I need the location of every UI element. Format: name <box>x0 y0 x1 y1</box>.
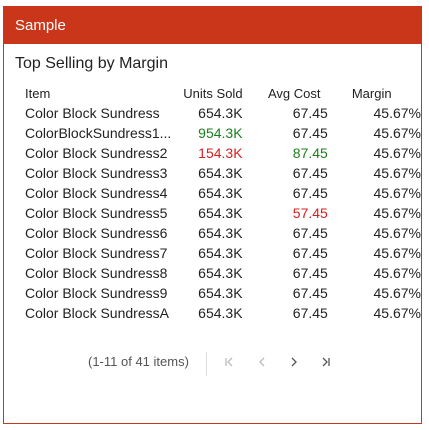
cell-item: Color Block Sundress2 <box>25 145 168 161</box>
table-row[interactable]: Color Block Sundress8 654.3K 67.45 45.67… <box>23 263 421 283</box>
grid-title: Top Selling by Margin <box>15 55 168 72</box>
cell-item: Color Block Sundress6 <box>25 225 168 241</box>
cell-item: Color Block Sundress3 <box>25 165 168 181</box>
card-header-title: Sample <box>15 17 66 34</box>
last-page-icon[interactable] <box>317 354 335 372</box>
pager-divider <box>206 352 207 376</box>
cell-margin: 45.67% <box>373 305 421 321</box>
cell-margin: 45.67% <box>373 105 421 121</box>
cell-item: Color Block Sundress4 <box>25 185 168 201</box>
cell-units-sold: 654.3K <box>198 165 243 181</box>
cell-avg-cost: 67.45 <box>292 245 328 261</box>
table-row[interactable]: Color Block SundressA 654.3K 67.45 45.67… <box>23 303 421 323</box>
cell-units-sold: 654.3K <box>198 265 243 281</box>
cell-margin: 45.67% <box>373 125 421 141</box>
table-row[interactable]: Color Block Sundress4 654.3K 67.45 45.67… <box>23 183 421 203</box>
data-table: Item Units Sold Avg Cost Margin Color Bl… <box>23 83 421 323</box>
cell-units-sold: 954.3K <box>198 125 243 141</box>
cell-units-sold: 654.3K <box>198 185 243 201</box>
cell-item: Color Block Sundress8 <box>25 265 168 281</box>
column-header-margin[interactable]: Margin <box>351 85 392 101</box>
cell-margin: 45.67% <box>373 245 421 261</box>
cell-units-sold: 654.3K <box>198 205 243 221</box>
cell-margin: 45.67% <box>373 145 421 161</box>
cell-units-sold: 654.3K <box>198 225 243 241</box>
cell-margin: 45.67% <box>373 185 421 201</box>
table-row[interactable]: Color Block Sundress5 654.3K 57.45 45.67… <box>23 203 421 223</box>
cell-avg-cost: 57.45 <box>292 205 328 221</box>
cell-margin: 45.67% <box>373 205 421 221</box>
cell-item: Color Block Sundress5 <box>25 205 168 221</box>
cell-units-sold: 654.3K <box>198 305 243 321</box>
table-header-row: Item Units Sold Avg Cost Margin <box>23 83 421 103</box>
cell-margin: 45.67% <box>373 165 421 181</box>
first-page-icon[interactable] <box>220 354 238 372</box>
cell-item: Color Block Sundress7 <box>25 245 168 261</box>
column-header-item[interactable]: Item <box>25 85 51 101</box>
cell-units-sold: 654.3K <box>198 245 243 261</box>
cell-avg-cost: 67.45 <box>292 225 328 241</box>
pager-info: (1-11 of 41 items) <box>88 354 189 369</box>
table-row[interactable]: Color Block Sundress7 654.3K 67.45 45.67… <box>23 243 421 263</box>
cell-margin: 45.67% <box>373 225 421 241</box>
cell-units-sold: 654.3K <box>198 285 243 301</box>
column-header-units-sold[interactable]: Units Sold <box>183 85 243 101</box>
table-row[interactable]: Color Block Sundress6 654.3K 67.45 45.67… <box>23 223 421 243</box>
cell-avg-cost: 67.45 <box>292 285 328 301</box>
cell-avg-cost: 67.45 <box>292 125 328 141</box>
table-row[interactable]: Color Block Sundress 654.3K 67.45 45.67% <box>23 103 421 123</box>
cell-avg-cost: 67.45 <box>292 305 328 321</box>
cell-margin: 45.67% <box>373 285 421 301</box>
cell-units-sold: 654.3K <box>198 105 243 121</box>
cell-item: ColorBlockSundress1... <box>25 125 172 141</box>
cell-item: Color Block Sundress <box>25 105 160 121</box>
table-row[interactable]: Color Block Sundress3 654.3K 67.45 45.67… <box>23 163 421 183</box>
cell-avg-cost: 67.45 <box>292 185 328 201</box>
table-row[interactable]: Color Block Sundress2 154.3K 87.45 45.67… <box>23 143 421 163</box>
cell-margin: 45.67% <box>373 265 421 281</box>
cell-avg-cost: 67.45 <box>292 165 328 181</box>
column-header-avg-cost[interactable]: Avg Cost <box>267 85 321 101</box>
table-row[interactable]: Color Block Sundress9 654.3K 67.45 45.67… <box>23 283 421 303</box>
cell-avg-cost: 87.45 <box>292 145 328 161</box>
cell-item: Color Block Sundress9 <box>25 285 168 301</box>
card-header: Sample <box>4 7 421 44</box>
next-page-icon[interactable] <box>285 354 303 372</box>
cell-units-sold: 154.3K <box>198 145 243 161</box>
cell-avg-cost: 67.45 <box>292 265 328 281</box>
cell-item: Color Block SundressA <box>25 305 169 321</box>
pager: (1-11 of 41 items) <box>4 352 421 376</box>
prev-page-icon[interactable] <box>253 354 271 372</box>
grid-card: Sample Top Selling by Margin Item Units … <box>3 6 422 424</box>
cell-avg-cost: 67.45 <box>292 105 328 121</box>
table-row[interactable]: ColorBlockSundress1... 954.3K 67.45 45.6… <box>23 123 421 143</box>
